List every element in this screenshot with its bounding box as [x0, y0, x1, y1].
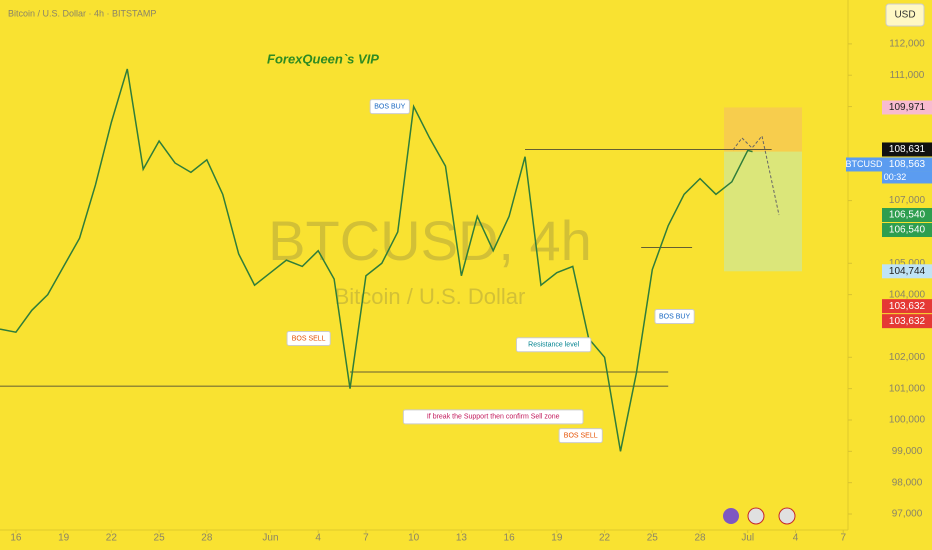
annotation-box — [286, 330, 331, 346]
annotation: Resistance level — [528, 342, 579, 349]
y-tick-label: 99,000 — [892, 446, 923, 457]
x-tick-label: 4 — [793, 533, 799, 544]
currency-box[interactable] — [885, 3, 925, 27]
x-tick-label: 7 — [840, 533, 846, 544]
x-tick-label: 25 — [154, 533, 166, 544]
price-label-box — [882, 264, 932, 279]
x-tick-label: 16 — [504, 533, 516, 544]
watermark-subtitle: Bitcoin / U.S. Dollar — [335, 284, 526, 309]
x-tick-label: 19 — [58, 533, 70, 544]
x-tick-label: 25 — [647, 533, 659, 544]
annotation-box — [515, 337, 592, 353]
y-tick-label: 105,000 — [889, 258, 926, 269]
projection — [732, 134, 780, 216]
annotation-box — [654, 309, 695, 325]
icon[interactable] — [723, 508, 739, 524]
y-tick-label: 107,000 — [889, 195, 926, 206]
currency[interactable]: USD — [894, 10, 915, 21]
x-tick-label: 4 — [315, 533, 321, 544]
x-tick-label: 22 — [599, 533, 611, 544]
chart-title: Bitcoin / U.S. Dollar · 4h · BITSTAMP — [8, 8, 156, 18]
price-label: 106,540 — [889, 210, 926, 221]
y-tick-label: 98,000 — [892, 477, 923, 488]
price-label: 109,971 — [889, 102, 926, 113]
price-label-box — [882, 100, 932, 115]
price-label: 108,563 — [889, 159, 926, 170]
annotation: BOS SELL — [564, 433, 598, 440]
price-label-box — [882, 157, 932, 172]
annotation-box — [402, 409, 584, 425]
x-tick-label: Jul — [741, 533, 754, 544]
icon[interactable] — [747, 507, 765, 525]
symbol-box — [846, 157, 882, 172]
x-tick-label: 22 — [106, 533, 118, 544]
y-tick-label: 100,000 — [889, 415, 926, 426]
x-tick-label: 28 — [694, 533, 706, 544]
icon[interactable] — [778, 507, 796, 525]
price-label: 104,744 — [889, 266, 926, 277]
x-tick-label: 28 — [201, 533, 213, 544]
price-label: 106,540 — [889, 225, 926, 236]
annotation-box — [558, 428, 603, 444]
y-tick-label: 97,000 — [892, 509, 923, 520]
price-line — [0, 68, 753, 452]
annotation: If break the Support then confirm Sell z… — [427, 414, 560, 421]
annotation: BOS BUY — [374, 103, 405, 110]
x-tick-label: 16 — [10, 533, 22, 544]
price-label: 108,631 — [889, 144, 926, 155]
price-label-box — [882, 208, 932, 223]
countdown: 00:32 — [884, 172, 907, 182]
symbol: BTCUSD — [845, 159, 883, 169]
countdown-box — [882, 171, 932, 184]
price-label-box — [882, 142, 932, 157]
annotation-box — [369, 99, 410, 115]
price-label-box — [882, 314, 932, 329]
price-label-box — [882, 223, 932, 238]
x-tick-label: 19 — [551, 533, 563, 544]
brand: ForexQueen`s VIP — [267, 51, 379, 66]
x-tick-label: Jun — [262, 533, 278, 544]
price-label: 103,632 — [889, 316, 926, 327]
annotation: BOS BUY — [659, 313, 690, 320]
x-tick-label: 10 — [408, 533, 420, 544]
y-tick-label: 111,000 — [890, 70, 925, 81]
y-tick-label: 102,000 — [889, 352, 926, 363]
annotation: BOS SELL — [292, 335, 326, 342]
target-zone — [724, 107, 802, 152]
stop-zone — [724, 151, 802, 272]
watermark: BTCUSD, 4h — [268, 209, 592, 272]
y-tick-label: 104,000 — [889, 289, 926, 300]
y-tick-label: 101,000 — [889, 383, 926, 394]
x-tick-label: 7 — [363, 533, 369, 544]
x-tick-label: 13 — [456, 533, 468, 544]
price-label-box — [882, 299, 932, 314]
y-tick-label: 112,000 — [889, 39, 925, 50]
price-label: 103,632 — [889, 301, 926, 312]
